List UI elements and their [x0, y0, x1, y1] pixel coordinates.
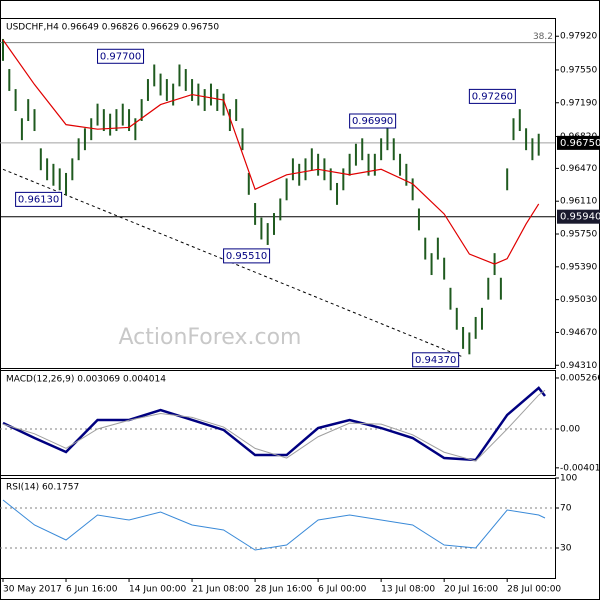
- level-tag-label: 0.96750: [560, 138, 600, 149]
- y-tick-label: 0.94670: [560, 328, 597, 338]
- y-tick-label: 0.96110: [560, 197, 597, 207]
- y-tick-label: 0.00: [560, 424, 580, 434]
- panel-title: USDCHF,H4 0.96649 0.96826 0.96629 0.9675…: [6, 23, 219, 33]
- annotation-label: 0.94370: [415, 355, 456, 366]
- x-tick-label: 6 Jun 16:00: [66, 585, 118, 595]
- y-tick-label: 0.97550: [560, 65, 597, 75]
- x-tick-label: 28 Jul 00:00: [507, 585, 561, 595]
- indicator-line: [2, 386, 546, 462]
- annotation-label: 0.96130: [18, 194, 59, 205]
- panel: [0, 478, 556, 579]
- y-tick-label: 30: [560, 544, 572, 554]
- level-tag: [557, 135, 600, 150]
- y-tick-label: 70: [560, 504, 572, 514]
- x-tick-label: 13 Jul 08:00: [381, 585, 435, 595]
- annotation-label: 0.97700: [100, 51, 141, 62]
- annotation-box: [468, 88, 516, 104]
- y-tick-label: 0.94310: [560, 361, 597, 371]
- indicator-line: [2, 499, 546, 551]
- y-tick-label: 0.95030: [560, 295, 597, 305]
- annotation-box: [349, 113, 397, 129]
- y-tick-label: 0.95750: [560, 230, 597, 240]
- panel-title: RSI(14) 60.1757: [6, 483, 79, 493]
- y-tick-label: 0.95390: [560, 262, 597, 272]
- annotation-box: [97, 48, 145, 64]
- annotation-label: 0.97260: [472, 91, 513, 102]
- x-tick-label: 20 Jul 16:00: [444, 585, 498, 595]
- x-tick-label: 30 May 2017: [3, 585, 62, 595]
- annotation-box: [15, 191, 63, 207]
- x-tick-label: 28 Jun 16:00: [255, 585, 312, 595]
- level-tag: [557, 209, 600, 224]
- panel-title: MACD(12,26,9) 0.003069 0.004014: [6, 375, 166, 385]
- fib-label: 38.2: [533, 32, 553, 42]
- level-tag-label: 0.95940: [560, 212, 600, 223]
- y-tick-label: 0.005266: [560, 373, 600, 383]
- annotation-box: [412, 352, 460, 368]
- panel: [0, 18, 556, 369]
- annotation-label: 0.96990: [352, 116, 393, 127]
- x-tick-label: 6 Jul 00:00: [318, 585, 367, 595]
- panel: [0, 370, 556, 476]
- indicator-line: [2, 389, 546, 462]
- y-tick-label: -0.004011: [560, 463, 600, 473]
- y-tick-label: 0.97190: [560, 98, 597, 108]
- x-tick-label: 21 Jun 08:00: [192, 585, 249, 595]
- y-tick-label: 0.97920: [560, 32, 597, 42]
- y-tick-label: 100: [560, 474, 577, 484]
- moving-average: [2, 39, 540, 265]
- annotation-label: 0.95510: [226, 251, 267, 262]
- x-tick-label: 14 Jun 00:00: [129, 585, 186, 595]
- annotation-box: [223, 248, 271, 264]
- y-tick-label: 0.96470: [560, 164, 597, 174]
- watermark: ActionForex.com: [119, 325, 302, 350]
